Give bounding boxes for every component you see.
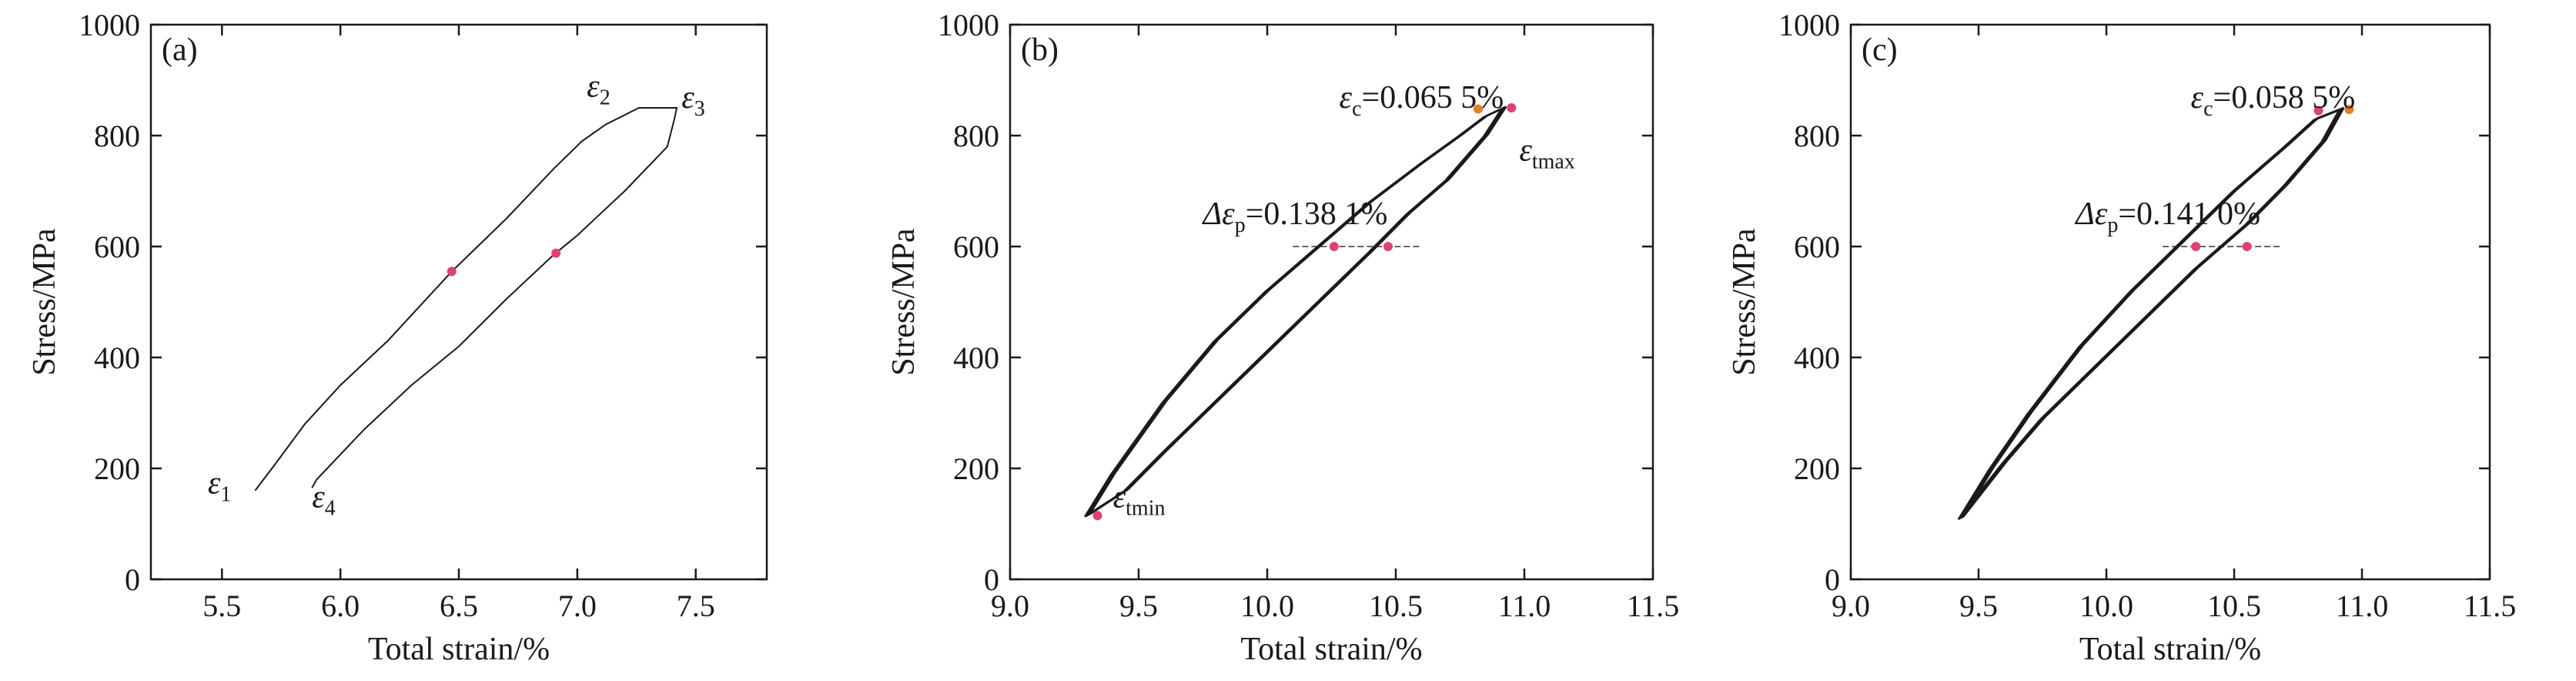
chart-panel-1: 5.5 6.0 6.5 7.0 7.5 0 200 400 600 800 1000 Total st…: [27, 8, 768, 667]
x-tick-label: 6.5: [440, 589, 478, 623]
series-line-2: [1089, 106, 1507, 515]
y-tick-label: 800: [953, 119, 999, 153]
x-tick-label: 11.0: [1498, 589, 1551, 623]
x-tick-label: 9.5: [1119, 589, 1158, 623]
data-marker: [551, 248, 561, 258]
y-tick-label: 0: [1825, 562, 1840, 597]
x-tick-label: 5.5: [202, 589, 241, 623]
panel-label: (b): [1021, 32, 1059, 68]
x-tick-label: 11.0: [2336, 589, 2389, 623]
data-marker: [1473, 104, 1483, 114]
x-tick-label: 10.5: [1369, 589, 1423, 623]
y-tick-label: 1000: [1778, 8, 1840, 42]
annotation-label: ε4: [312, 479, 336, 520]
series-line-2: [1087, 106, 1506, 516]
x-axis-title: Total strain/%: [2079, 632, 2261, 667]
chart-panel-3: 9.0 9.5 10.0 10.5 11.0 11.5 0 200 400 600 800 1000 T…: [1727, 8, 2516, 667]
data-marker: [1507, 103, 1517, 112]
y-tick-label: 800: [1794, 119, 1840, 153]
x-tick-label: 10.0: [2079, 589, 2133, 623]
y-tick-label: 200: [953, 451, 999, 486]
series-line-1: [1086, 107, 1504, 517]
y-tick-label: 200: [1794, 451, 1840, 486]
data-marker: [2344, 105, 2354, 115]
panel-label: (c): [1862, 32, 1898, 68]
y-tick-label: 800: [94, 119, 140, 153]
y-tick-label: 0: [984, 562, 999, 597]
panel-label: (a): [162, 32, 198, 68]
y-axis-title: Stress/MPa: [886, 228, 922, 376]
y-tick-label: 1000: [79, 8, 140, 42]
data-marker: [1329, 242, 1339, 251]
x-tick-label: 9.0: [991, 589, 1029, 623]
y-tick-label: 0: [125, 562, 140, 597]
plot-frame: [1849, 23, 2491, 581]
x-tick-label: 10.5: [2207, 589, 2261, 623]
series-line-1: [1087, 106, 1505, 516]
y-tick-label: 1000: [938, 8, 999, 42]
annotation-label: ε3: [681, 80, 705, 121]
annotation-label: ε2: [587, 69, 611, 110]
y-tick-label: 400: [953, 340, 999, 375]
x-tick-label: 6.0: [321, 589, 360, 623]
annotation-label: Δεp=0.138 1%: [1202, 196, 1388, 237]
x-tick-label: 10.0: [1240, 589, 1294, 623]
series-line-2: [1962, 107, 2345, 518]
series-line-2: [1086, 107, 1504, 517]
annotation-label: εc=0.065 5%: [1340, 80, 1504, 121]
data-marker: [447, 267, 457, 277]
chart-panel-2: 9.0 9.5 10.0 10.5 11.0 11.5 0 200 400 600 800 1000 T…: [886, 8, 1679, 667]
annotation-label: ε1: [208, 465, 232, 506]
y-axis-title: Stress/MPa: [1727, 228, 1762, 376]
y-tick-label: 400: [94, 340, 140, 375]
series-line-1: [1962, 106, 2344, 518]
x-tick-label: 11.5: [2464, 589, 2517, 623]
y-tick-label: 600: [94, 230, 140, 264]
y-tick-label: 200: [94, 451, 140, 486]
y-tick-label: 600: [1794, 230, 1840, 264]
x-tick-label: 11.5: [1627, 589, 1680, 623]
x-tick-label: 7.5: [677, 589, 715, 623]
series-line-1: [1084, 108, 1502, 518]
data-marker: [1092, 511, 1102, 521]
annotation-label: εtmin: [1113, 479, 1166, 520]
y-tick-label: 600: [953, 230, 999, 264]
data-marker: [2191, 242, 2201, 251]
plot-frame: [1009, 23, 1654, 581]
x-axis-title: Total strain/%: [1240, 632, 1422, 667]
y-axis-title: Stress/MPa: [27, 228, 62, 376]
data-marker: [1383, 242, 1393, 251]
x-axis-title: Total strain/%: [368, 632, 550, 667]
annotation-label: εc=0.058 5%: [2191, 80, 2356, 121]
x-tick-label: 7.0: [558, 589, 597, 623]
y-tick-label: 400: [1794, 340, 1840, 375]
annotation-label: Δεp=0.141 0%: [2074, 196, 2260, 237]
data-marker: [2313, 106, 2323, 116]
annotation-label: εtmax: [1519, 133, 1575, 173]
x-tick-label: 9.0: [1832, 589, 1870, 623]
x-tick-label: 9.5: [1959, 589, 1998, 623]
series-line-1: [1089, 106, 1507, 515]
series-line-2: [1084, 108, 1503, 518]
series-line-1: [254, 107, 678, 491]
data-marker: [2242, 242, 2252, 251]
